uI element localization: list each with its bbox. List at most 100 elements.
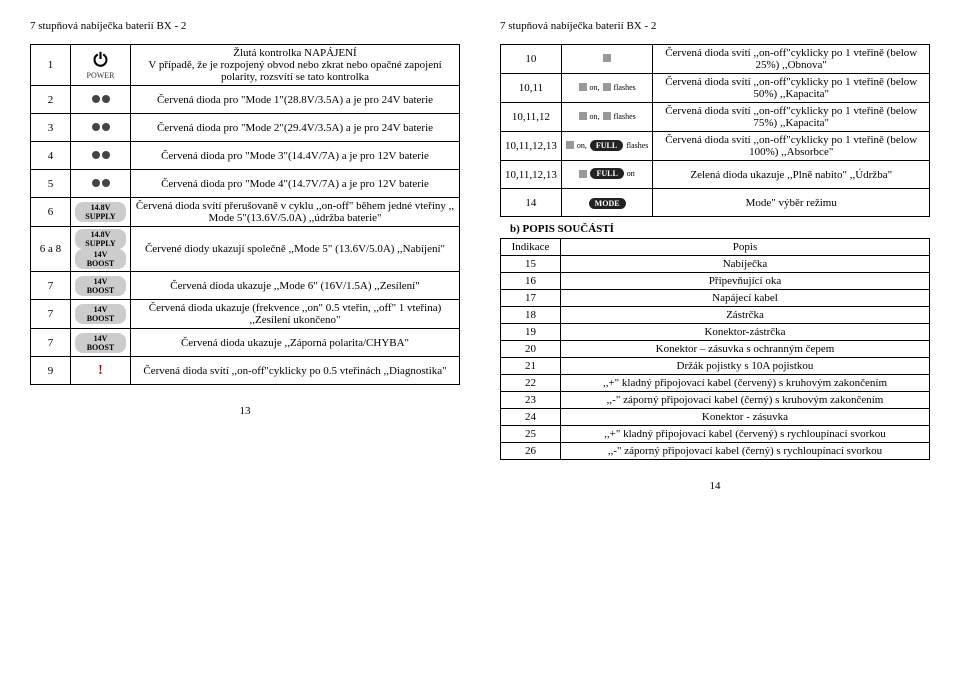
- header-left: 7 stupňová nabíječka baterií BX - 2: [30, 20, 460, 32]
- row-description: Zelená dioda ukazuje ,,Plně nabito" ,,Úd…: [653, 161, 930, 189]
- part-description: Konektor-zástrčka: [561, 324, 930, 341]
- table-row: 10,11,12 on, flashes Červená dioda svítí…: [501, 103, 930, 132]
- row-description: Červená dioda svítí přerušovaně v cyklu …: [131, 198, 460, 227]
- table-row: 14 MODE Mode" výběr režimu: [501, 189, 930, 217]
- table-row: 22 ,,+" kladný připojovací kabel (červen…: [501, 375, 930, 392]
- part-number: 21: [501, 358, 561, 375]
- boost-pill-icon: 14V BOOST: [75, 333, 126, 353]
- part-number: 26: [501, 443, 561, 460]
- part-description: Připevňující oka: [561, 273, 930, 290]
- row-icon-cell: [71, 170, 131, 198]
- row-description: Červená dioda svítí ,,on-off"cyklicky po…: [653, 132, 930, 161]
- flashes-icon: on, flashes: [579, 83, 636, 92]
- part-description: Držák pojistky s 10A pojistkou: [561, 358, 930, 375]
- table-row: 17 Napájecí kabel: [501, 290, 930, 307]
- row-number: 10,11,12: [501, 103, 562, 132]
- row-number: 6: [31, 198, 71, 227]
- led-icon: [92, 151, 110, 159]
- table-row: 24 Konektor - zásuvka: [501, 409, 930, 426]
- table-row: 10 Červená dioda svítí ,,on-off"cyklicky…: [501, 45, 930, 74]
- exclaim-icon: !: [98, 363, 103, 378]
- boost-pill-icon: 14V BOOST: [75, 276, 126, 296]
- row-description: Červená dioda svítí ,,on-off"cyklicky po…: [653, 45, 930, 74]
- row-description: Červené diody ukazují společně ,,Mode 5"…: [131, 227, 460, 272]
- table-row: 6 14.8V SUPPLY Červená dioda svítí přeru…: [31, 198, 460, 227]
- boost-pill-icon: 14V BOOST: [75, 249, 126, 269]
- table-row: 6 a 8 14.8V SUPPLY14V BOOST Červené diod…: [31, 227, 460, 272]
- row-icon-cell: on, FULL flashes: [561, 132, 653, 161]
- mode-pill-icon: MODE: [589, 198, 626, 209]
- row-icon-cell: [71, 114, 131, 142]
- parts-table: Indikace Popis 15 Nabíječka 16 Připevňuj…: [500, 238, 930, 460]
- part-number: 18: [501, 307, 561, 324]
- table-row: 4 Červená dioda pro "Mode 3"(14.4V/7A) a…: [31, 142, 460, 170]
- table-row: 19 Konektor-zástrčka: [501, 324, 930, 341]
- row-description: Červená dioda ukazuje ,,Záporná polarita…: [131, 329, 460, 357]
- row-icon-cell: 14V BOOST: [71, 272, 131, 300]
- row-number: 10,11,12,13: [501, 161, 562, 189]
- row-number: 5: [31, 170, 71, 198]
- part-description: ,,-" záporný připojovací kabel (černý) s…: [561, 443, 930, 460]
- row-icon-cell: on, flashes: [561, 103, 653, 132]
- part-number: 16: [501, 273, 561, 290]
- table-row: 20 Konektor – zásuvka s ochranným čepem: [501, 341, 930, 358]
- row-description: Červená dioda pro "Mode 1"(28.8V/3.5A) a…: [131, 86, 460, 114]
- row-icon-cell: FULL on: [561, 161, 653, 189]
- header-right: 7 stupňová nabíječka baterií BX - 2: [500, 20, 930, 32]
- table-row: 21 Držák pojistky s 10A pojistkou: [501, 358, 930, 375]
- table-row: 3 Červená dioda pro "Mode 2"(29.4V/3.5A)…: [31, 114, 460, 142]
- table-row: 9 ! Červená dioda svítí ,,on-off"cyklick…: [31, 357, 460, 385]
- on-icon: [603, 54, 611, 62]
- table-row: 1 ⏻POWER Žlutá kontrolka NAPÁJENÍV přípa…: [31, 45, 460, 86]
- full-on-icon: FULL on: [579, 168, 634, 179]
- part-description: Nabíječka: [561, 256, 930, 273]
- table-row: 10,11,12,13 FULL on Zelená dioda ukazuje…: [501, 161, 930, 189]
- part-description: ,,-" záporný připojovací kabel (černý) s…: [561, 392, 930, 409]
- table-row: 16 Připevňující oka: [501, 273, 930, 290]
- table-row: 23 ,,-" záporný připojovací kabel (černý…: [501, 392, 930, 409]
- row-icon-cell: 14V BOOST: [71, 329, 131, 357]
- page-number-right: 14: [500, 480, 930, 492]
- row-number: 1: [31, 45, 71, 86]
- part-description: Konektor – zásuvka s ochranným čepem: [561, 341, 930, 358]
- row-icon-cell: 14V BOOST: [71, 300, 131, 329]
- row-description: Červená dioda pro "Mode 3"(14.4V/7A) a j…: [131, 142, 460, 170]
- part-number: 19: [501, 324, 561, 341]
- table-row: 15 Nabíječka: [501, 256, 930, 273]
- row-number: 14: [501, 189, 562, 217]
- part-number: 25: [501, 426, 561, 443]
- full-flashes-icon: on, FULL flashes: [566, 140, 649, 151]
- row-number: 10: [501, 45, 562, 74]
- power-icon: ⏻: [93, 50, 107, 70]
- supply-pill-icon: 14.8V SUPPLY: [75, 229, 126, 249]
- row-icon-cell: MODE: [561, 189, 653, 217]
- row-icon-cell: [561, 45, 653, 74]
- row-icon-cell: [71, 142, 131, 170]
- boost-pill-icon: 14V BOOST: [75, 304, 126, 324]
- part-description: Konektor - zásuvka: [561, 409, 930, 426]
- row-description: Mode" výběr režimu: [653, 189, 930, 217]
- part-number: 17: [501, 290, 561, 307]
- table-row: 7 14V BOOST Červená dioda ukazuje ,,Zápo…: [31, 329, 460, 357]
- row-number: 7: [31, 272, 71, 300]
- row-number: 7: [31, 329, 71, 357]
- col-header: Popis: [561, 239, 930, 256]
- row-icon-cell: !: [71, 357, 131, 385]
- row-number: 7: [31, 300, 71, 329]
- table-header-row: Indikace Popis: [501, 239, 930, 256]
- row-icon-cell: 14.8V SUPPLY: [71, 198, 131, 227]
- part-description: Zástrčka: [561, 307, 930, 324]
- right-column: 7 stupňová nabíječka baterií BX - 2 10 Č…: [500, 20, 930, 492]
- part-number: 23: [501, 392, 561, 409]
- row-number: 3: [31, 114, 71, 142]
- col-header: Indikace: [501, 239, 561, 256]
- table-row: 10,11,12,13 on, FULL flashes Červená dio…: [501, 132, 930, 161]
- row-icon-cell: [71, 86, 131, 114]
- part-description: ,,+" kladný připojovací kabel (červený) …: [561, 426, 930, 443]
- part-number: 20: [501, 341, 561, 358]
- led-icon: [92, 179, 110, 187]
- part-description: ,,+" kladný připojovací kabel (červený) …: [561, 375, 930, 392]
- row-icon-cell: on, flashes: [561, 74, 653, 103]
- row-number: 4: [31, 142, 71, 170]
- part-description: Napájecí kabel: [561, 290, 930, 307]
